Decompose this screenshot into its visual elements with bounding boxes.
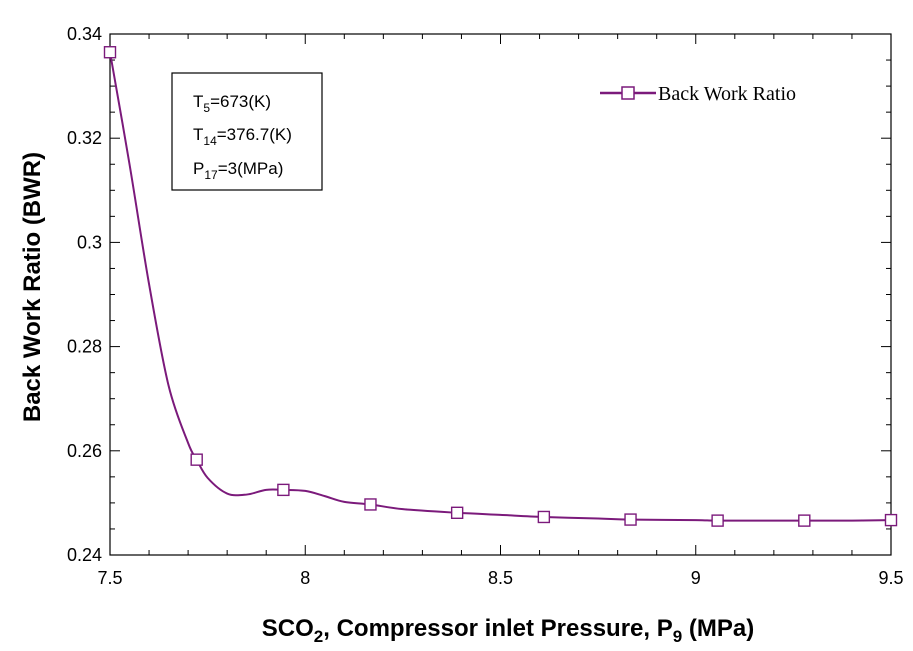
data-point — [624, 513, 637, 526]
data-point — [277, 483, 290, 497]
y-tick-label: 0.34 — [67, 24, 102, 44]
annotation-line-3: P17=3(MPa) — [193, 159, 283, 182]
data-point — [450, 506, 464, 519]
x-tick-label: 9.5 — [878, 568, 903, 588]
x-axis: 7.5 8 8.5 9 9.5 — [97, 34, 904, 588]
legend: Back Work Ratio — [600, 83, 796, 105]
data-point — [364, 498, 377, 511]
x-tick-label: 8.5 — [488, 568, 513, 588]
x-axis-title: SCO2, Compressor inlet Pressure, P9 (MPa… — [262, 615, 754, 646]
data-point — [103, 46, 117, 59]
y-tick-label: 0.24 — [67, 545, 102, 565]
data-point — [798, 514, 811, 527]
y-tick-label: 0.32 — [67, 128, 102, 148]
data-point — [884, 513, 898, 527]
data-point — [190, 453, 203, 466]
y-axis: 0.24 0.26 0.28 0.3 0.32 0.34 — [67, 24, 891, 565]
y-tick-label: 0.26 — [67, 441, 102, 461]
legend-label: Back Work Ratio — [658, 83, 796, 105]
series-layer — [103, 46, 898, 527]
annotation-line-1: T5=673(K) — [193, 92, 271, 115]
x-tick-label: 9 — [691, 568, 701, 588]
data-point — [537, 510, 551, 524]
x-tick-label: 8 — [300, 568, 310, 588]
x-tick-label: 7.5 — [97, 568, 122, 588]
y-tick-label: 0.3 — [77, 232, 102, 252]
annotation-frame — [171, 72, 323, 191]
annotation-line-2: T14=376.7(K) — [193, 125, 292, 148]
legend-marker — [621, 86, 635, 100]
annotation-box: T5=673(K) T14=376.7(K) P17=3(MPa) — [171, 72, 323, 191]
data-point — [711, 514, 724, 527]
y-axis-title: Back Work Ratio (BWR) — [19, 152, 46, 422]
series-line — [109, 52, 892, 522]
y-tick-label: 0.28 — [67, 337, 102, 357]
